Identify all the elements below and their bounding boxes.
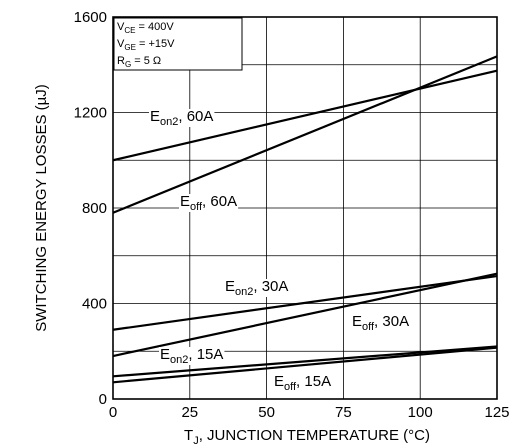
- series-label: Eoff, 30A: [352, 313, 409, 333]
- conditions-box-frame: [113, 17, 243, 71]
- series-line-0: [112, 69, 498, 162]
- series-label-bg: [149, 109, 215, 127]
- condition-line: VCE = 400V: [117, 21, 174, 35]
- x-axis-title: TJ, JUNCTION TEMPERATURE (°C): [184, 427, 430, 447]
- series-line-4: [112, 345, 498, 378]
- series-line-1: [112, 55, 498, 214]
- x-tick-label: 25: [181, 404, 198, 421]
- y-tick-labels: 0 400 800 1200 1600: [74, 9, 107, 408]
- series-label-bg: [224, 279, 290, 297]
- series-label-bg: [159, 347, 225, 365]
- grid-lines: [113, 17, 497, 399]
- series-label: Eon2, 30A: [225, 278, 288, 298]
- series-line-2: [112, 274, 498, 331]
- condition-line: RG = 5 Ω: [117, 55, 161, 69]
- series-label: Eon2, 60A: [150, 108, 213, 128]
- x-tick-label: 100: [408, 404, 433, 421]
- y-tick-label: 0: [99, 391, 107, 408]
- x-tick-label: 125: [484, 404, 509, 421]
- series-label: Eoff, 15A: [274, 373, 331, 393]
- y-tick-label: 1600: [74, 9, 107, 26]
- series-line-3: [112, 272, 498, 358]
- series-lines: [112, 55, 498, 384]
- x-tick-label: 75: [335, 404, 352, 421]
- x-axis-title-rest: , JUNCTION TEMPERATURE (°C): [199, 427, 430, 444]
- x-tick-labels: 0 25 50 75 100 125: [109, 404, 510, 421]
- series-label-bg: [179, 194, 239, 212]
- series-labels: Eon2, 60A Eoff, 60A Eon2, 30A Eoff, 30A Eon2…: [149, 108, 411, 393]
- plot-frame: [112, 16, 498, 400]
- condition-line: VGE = +15V: [117, 38, 175, 52]
- x-tick-label: 0: [109, 404, 117, 421]
- x-axis-title-sub: J: [193, 435, 199, 447]
- series-line-5: [112, 346, 498, 384]
- series-label: Eoff, 60A: [180, 193, 237, 213]
- x-axis-title-main: T: [184, 427, 193, 444]
- y-tick-label: 400: [82, 296, 107, 313]
- series-label-bg: [351, 314, 411, 332]
- conditions-box: VCE = 400V VGE = +15V RG = 5 Ω: [113, 17, 243, 71]
- series-label-bg: [273, 374, 333, 392]
- series-label: Eon2, 15A: [160, 346, 223, 366]
- x-tick-label: 50: [258, 404, 275, 421]
- y-tick-label: 1200: [74, 105, 107, 122]
- y-axis-title: SWITCHING ENERGY LOSSES (µJ): [33, 84, 50, 332]
- y-tick-label: 800: [82, 200, 107, 217]
